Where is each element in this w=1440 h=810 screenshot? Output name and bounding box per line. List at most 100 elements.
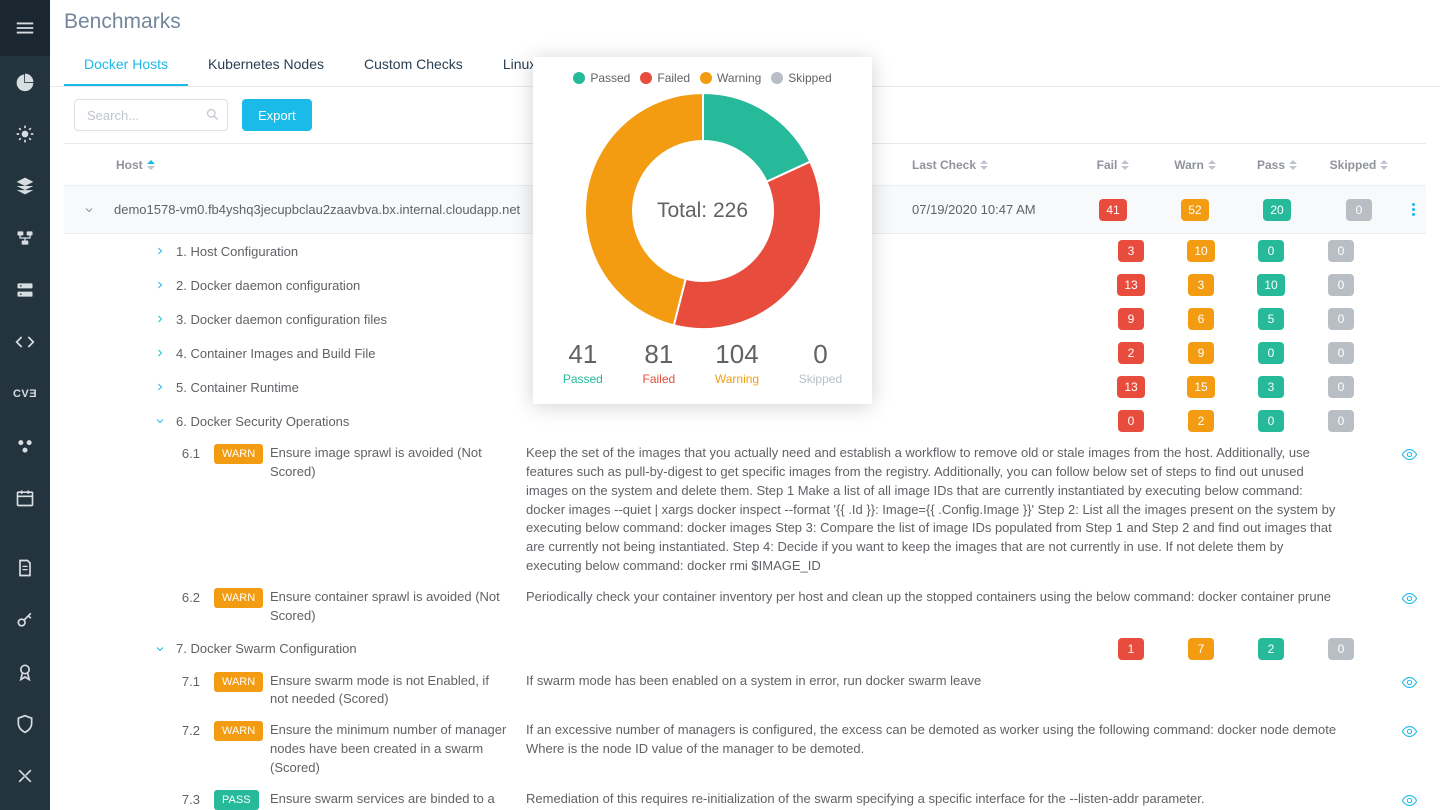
- layers-icon: [15, 176, 35, 196]
- stat: 81Failed: [643, 339, 676, 386]
- chevron-down-icon: [83, 204, 95, 216]
- check-num: 6.1: [64, 444, 214, 461]
- eye-icon[interactable]: [1401, 446, 1418, 463]
- check-desc: Periodically check your container invent…: [526, 588, 1392, 607]
- skip-badge: 0: [1328, 342, 1354, 364]
- hamburger-menu[interactable]: [0, 0, 50, 56]
- tab-docker-hosts[interactable]: Docker Hosts: [64, 46, 188, 86]
- legend-dot-icon: [640, 72, 652, 84]
- stat-num: 41: [563, 339, 603, 370]
- nav-reports[interactable]: [0, 542, 50, 594]
- key-icon: [15, 610, 35, 630]
- document-icon: [15, 558, 35, 578]
- fail-badge: 9: [1118, 308, 1144, 330]
- legend-item: Skipped: [771, 71, 831, 85]
- th-pass[interactable]: Pass: [1236, 158, 1318, 172]
- server-icon: [15, 280, 35, 300]
- skip-badge: 0: [1328, 410, 1354, 432]
- stat: 104Warning: [715, 339, 759, 386]
- stat-label: Skipped: [799, 372, 842, 386]
- fail-badge: 13: [1117, 376, 1144, 398]
- fail-badge: 0: [1118, 410, 1144, 432]
- export-button[interactable]: Export: [242, 99, 312, 131]
- chevron-right-icon: [154, 381, 166, 393]
- section-label: 7. Docker Swarm Configuration: [176, 641, 1096, 656]
- nav-kubernetes[interactable]: [0, 108, 50, 160]
- warn-badge: 2: [1188, 410, 1214, 432]
- check-desc: If swarm mode has been enabled on a syst…: [526, 672, 1392, 691]
- code-icon: [15, 332, 35, 352]
- row-menu[interactable]: [1400, 203, 1426, 216]
- donut-card: PassedFailedWarningSkipped Total: 226 41…: [533, 57, 872, 404]
- check-title: Ensure container sprawl is avoided (Not …: [270, 588, 526, 626]
- section-label: 6. Docker Security Operations: [176, 414, 1096, 429]
- check-num: 7.1: [64, 672, 214, 689]
- fail-badge: 41: [1099, 199, 1126, 221]
- th-skip[interactable]: Skipped: [1318, 158, 1400, 172]
- eye-icon[interactable]: [1401, 792, 1418, 809]
- th-fail[interactable]: Fail: [1072, 158, 1154, 172]
- fail-badge: 2: [1118, 342, 1144, 364]
- check-desc: Remediation of this requires re-initiali…: [526, 790, 1392, 809]
- nav-images[interactable]: [0, 160, 50, 212]
- sidebar: CVƎ: [0, 0, 50, 810]
- chevron-down-icon: [154, 643, 166, 655]
- eye-icon[interactable]: [1401, 723, 1418, 740]
- pass-badge: 3: [1258, 376, 1284, 398]
- check-num: 6.2: [64, 588, 214, 605]
- section-row[interactable]: 7. Docker Swarm Configuration1720: [64, 632, 1426, 666]
- th-last-check[interactable]: Last Check: [912, 158, 1072, 172]
- skip-badge: 0: [1328, 274, 1354, 296]
- eye-icon[interactable]: [1401, 674, 1418, 691]
- nav-calendar[interactable]: [0, 472, 50, 524]
- legend-item: Failed: [640, 71, 690, 85]
- tab-custom-checks[interactable]: Custom Checks: [344, 46, 483, 86]
- check-row: 6.2WARNEnsure container sprawl is avoide…: [64, 582, 1426, 632]
- skip-badge: 0: [1328, 308, 1354, 330]
- check-row: 7.2WARNEnsure the minimum number of mana…: [64, 715, 1426, 784]
- warn-badge: 10: [1187, 240, 1214, 262]
- expand-toggle[interactable]: [64, 204, 114, 216]
- check-title: Ensure the minimum number of manager nod…: [270, 721, 526, 778]
- legend-label: Passed: [590, 71, 630, 85]
- nav-clusters[interactable]: [0, 420, 50, 472]
- calendar-icon: [15, 488, 35, 508]
- fail-badge: 3: [1118, 240, 1144, 262]
- chevron-right-icon: [154, 245, 166, 257]
- nav-tools[interactable]: [0, 750, 50, 802]
- search-icon: [205, 107, 220, 122]
- pass-badge: 0: [1258, 342, 1284, 364]
- ribbon-icon: [15, 662, 35, 682]
- warn-badge: 3: [1188, 274, 1214, 296]
- nav-code[interactable]: [0, 316, 50, 368]
- nav-security[interactable]: [0, 698, 50, 750]
- pass-badge: 20: [1263, 199, 1290, 221]
- legend-label: Skipped: [788, 71, 831, 85]
- nav-badges[interactable]: [0, 646, 50, 698]
- nav-keys[interactable]: [0, 594, 50, 646]
- warn-badge: 6: [1188, 308, 1214, 330]
- skip-badge: 0: [1328, 638, 1354, 660]
- nav-network[interactable]: [0, 212, 50, 264]
- fail-badge: 1: [1118, 638, 1144, 660]
- helm-icon: [15, 124, 35, 144]
- pass-badge: 10: [1257, 274, 1284, 296]
- menu-icon: [14, 17, 36, 39]
- section-row[interactable]: 6. Docker Security Operations 0 2 0 0: [64, 404, 1426, 438]
- chevron-down-icon: [154, 415, 166, 427]
- nav-hosts[interactable]: [0, 264, 50, 316]
- cve-icon: CVƎ: [13, 388, 37, 400]
- chevron-right-icon: [154, 347, 166, 359]
- th-warn[interactable]: Warn: [1154, 158, 1236, 172]
- eye-icon[interactable]: [1401, 590, 1418, 607]
- pass-badge: 0: [1258, 410, 1284, 432]
- warn-badge: 9: [1188, 342, 1214, 364]
- nav-dashboard[interactable]: [0, 56, 50, 108]
- check-row: 7.1WARNEnsure swarm mode is not Enabled,…: [64, 666, 1426, 716]
- tools-icon: [15, 766, 35, 786]
- nav-cve[interactable]: CVƎ: [0, 368, 50, 420]
- warn-badge: 52: [1181, 199, 1208, 221]
- check-row: 6.1WARNEnsure image sprawl is avoided (N…: [64, 438, 1426, 582]
- tab-kubernetes-nodes[interactable]: Kubernetes Nodes: [188, 46, 344, 86]
- cluster-icon: [15, 436, 35, 456]
